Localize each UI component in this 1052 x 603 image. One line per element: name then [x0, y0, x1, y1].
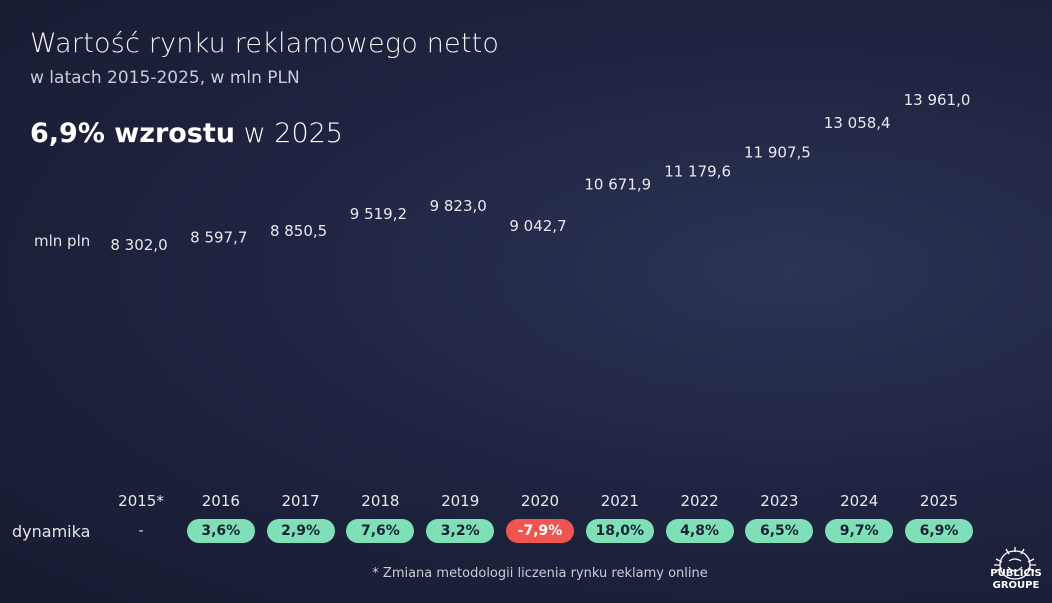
logo-line-1: PUBLICIS: [990, 568, 1042, 579]
growth-highlight: 6,9% wzrostu w 2025: [30, 118, 343, 149]
value-label: 10 671,9: [584, 175, 651, 193]
dynamics-pill: 6,5%: [745, 519, 814, 543]
bar-chart: 8 302,0 2015* 8 597,7 2016 8 850,5 2017 9 519,…: [110, 91, 970, 510]
chart-title: Wartość rynku reklamowego netto: [30, 28, 500, 59]
x-tick-label: 2016: [202, 492, 240, 510]
publicis-lion-logo-icon: [994, 547, 1036, 580]
dynamics-pill: 7,6%: [346, 519, 415, 543]
dynamics-label: dynamika: [12, 522, 91, 541]
dynamics-pill: -7,9%: [506, 519, 574, 543]
growth-highlight-bold: 6,9% wzrostu: [30, 118, 236, 149]
dynamics-pill: 3,6%: [186, 519, 255, 543]
publicis-logo-text: PUBLICIS GROUPE: [980, 568, 1052, 592]
value-label: 8 302,0: [110, 236, 167, 254]
chart-subtitle: w latach 2015-2025, w mln PLN: [30, 68, 300, 88]
footnote: * Zmiana metodologii liczenia rynku rekl…: [372, 566, 708, 581]
dynamics-pill: -: [138, 523, 144, 539]
dynamics-pill: 2,9%: [266, 519, 335, 543]
x-tick-label: 2025: [920, 492, 958, 510]
x-tick-label: 2020: [521, 492, 559, 510]
dynamics-pill: 3,2%: [426, 519, 495, 543]
dynamics-pill: 6,9%: [905, 519, 973, 543]
growth-highlight-rest: w 2025: [235, 118, 343, 149]
value-label: 13 961,0: [904, 91, 971, 109]
dynamics-pill: 18,0%: [585, 519, 654, 543]
x-tick-label: 2015*: [118, 492, 164, 510]
value-label: 9 042,7: [509, 217, 566, 235]
value-label: 8 850,5: [270, 222, 327, 240]
unit-label: mln pln: [34, 232, 91, 250]
x-tick-label: 2022: [681, 492, 719, 510]
value-label: 11 179,6: [664, 162, 731, 180]
x-tick-label: 2023: [760, 492, 798, 510]
value-label: 8 597,7: [190, 228, 247, 246]
value-label: 9 823,0: [430, 197, 487, 215]
logo-line-2: GROUPE: [992, 580, 1040, 591]
bars-layer: 8 302,0 2015* 8 597,7 2016 8 850,5 2017 9 519,…: [110, 91, 970, 510]
x-tick-label: 2021: [601, 492, 639, 510]
x-tick-label: 2024: [840, 492, 878, 510]
x-tick-label: 2019: [441, 492, 479, 510]
dynamics-pill: 4,8%: [665, 519, 734, 543]
dynamics-pill: 9,7%: [825, 519, 894, 543]
x-tick-label: 2017: [282, 492, 320, 510]
value-label: 9 519,2: [350, 205, 407, 223]
x-tick-label: 2018: [361, 492, 399, 510]
value-label: 13 058,4: [824, 114, 891, 132]
dynamics-row: - 3,6% 2,9% 7,6% 3,2% -7,9% 18,0% 4,8% 6,5% 9,7% 6…: [0, 519, 1052, 545]
value-label: 11 907,5: [744, 144, 811, 162]
